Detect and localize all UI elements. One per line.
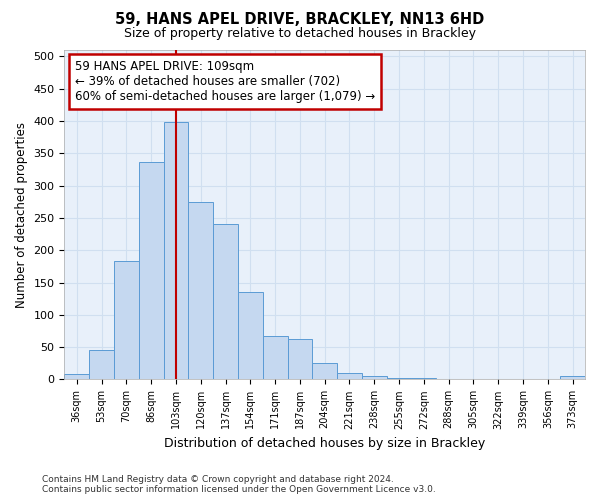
Text: Contains public sector information licensed under the Open Government Licence v3: Contains public sector information licen… — [42, 485, 436, 494]
Bar — [238, 292, 263, 380]
Bar — [362, 376, 386, 380]
Text: 59 HANS APEL DRIVE: 109sqm
← 39% of detached houses are smaller (702)
60% of sem: 59 HANS APEL DRIVE: 109sqm ← 39% of deta… — [75, 60, 375, 103]
Text: 59, HANS APEL DRIVE, BRACKLEY, NN13 6HD: 59, HANS APEL DRIVE, BRACKLEY, NN13 6HD — [115, 12, 485, 28]
Bar — [89, 350, 114, 380]
X-axis label: Distribution of detached houses by size in Brackley: Distribution of detached houses by size … — [164, 437, 485, 450]
Bar — [263, 336, 287, 380]
Text: Size of property relative to detached houses in Brackley: Size of property relative to detached ho… — [124, 28, 476, 40]
Bar — [436, 379, 461, 380]
Bar — [412, 378, 436, 380]
Bar — [287, 340, 313, 380]
Bar — [188, 202, 213, 380]
Bar — [114, 261, 139, 380]
Bar — [164, 122, 188, 380]
Bar — [64, 374, 89, 380]
Y-axis label: Number of detached properties: Number of detached properties — [15, 122, 28, 308]
Bar — [337, 373, 362, 380]
Bar — [386, 378, 412, 380]
Bar — [313, 364, 337, 380]
Bar — [139, 162, 164, 380]
Bar — [213, 224, 238, 380]
Text: Contains HM Land Registry data © Crown copyright and database right 2024.: Contains HM Land Registry data © Crown c… — [42, 474, 394, 484]
Bar — [461, 379, 486, 380]
Bar — [560, 376, 585, 380]
